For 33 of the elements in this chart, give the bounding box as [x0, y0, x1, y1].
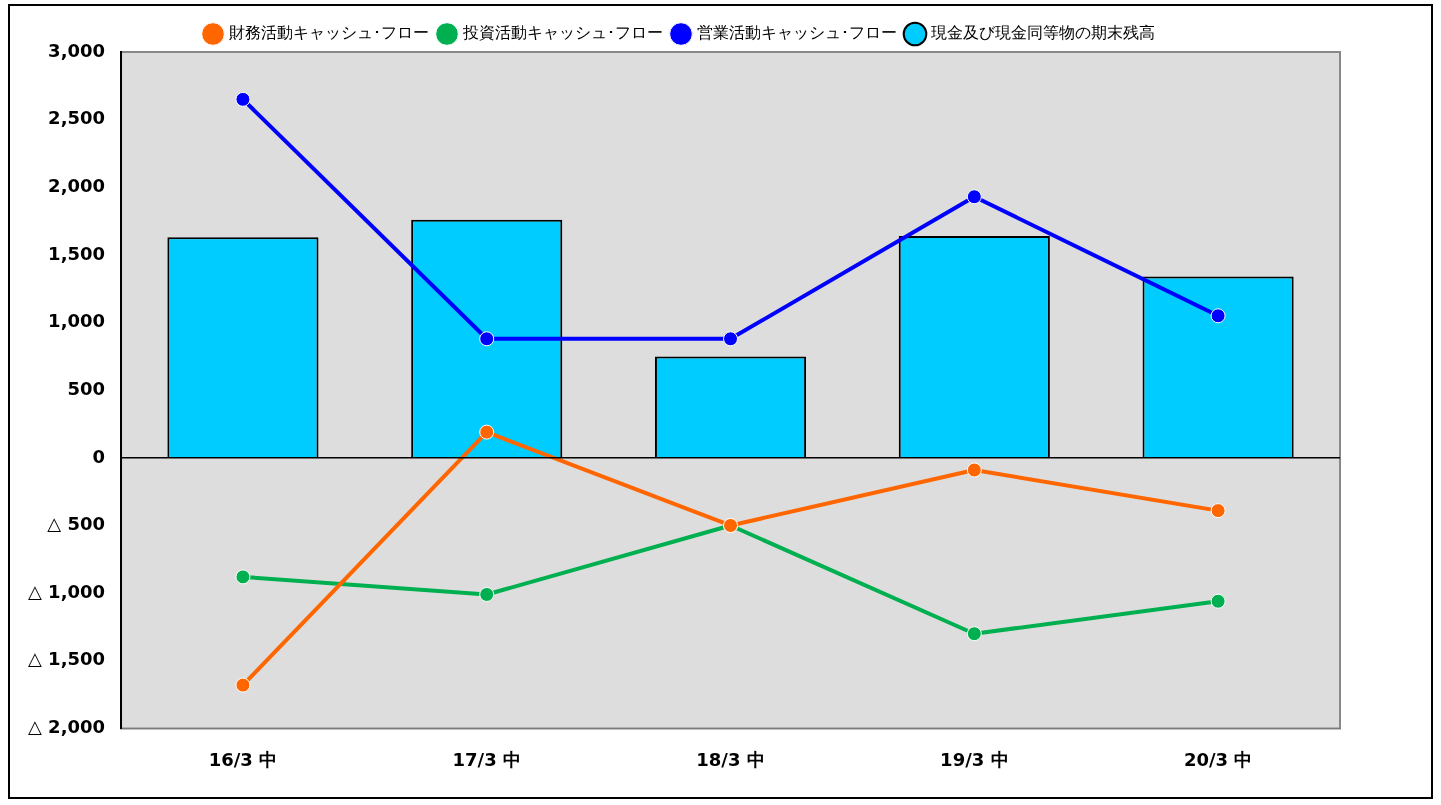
y-tick-label: 3,000	[48, 39, 106, 61]
point	[1210, 593, 1226, 609]
y-tick-label: 1,500	[48, 242, 106, 264]
y-tick-label: △ 1,000	[28, 580, 106, 602]
point	[966, 462, 982, 478]
point	[966, 626, 982, 642]
point	[479, 331, 495, 347]
y-tick-label: 1,000	[48, 310, 106, 332]
y-tick-label: △ 500	[47, 513, 106, 535]
y-tick-label: △ 1,500	[28, 648, 106, 670]
x-tick-label: 19/3 中	[940, 748, 1009, 770]
point	[1210, 308, 1226, 324]
point	[479, 586, 495, 602]
point	[966, 189, 982, 205]
y-tick-label: △ 2,000	[28, 716, 106, 738]
legend-label: 財務活動キャッシュ･フロー	[229, 23, 429, 43]
point	[723, 331, 739, 347]
point	[1210, 503, 1226, 519]
point	[235, 677, 251, 693]
legend-label: 営業活動キャッシュ･フロー	[697, 23, 897, 43]
y-tick-label: 500	[67, 377, 106, 399]
x-tick-label: 16/3 中	[208, 748, 278, 770]
point	[235, 569, 251, 585]
y-tick-label: 2,500	[48, 107, 106, 129]
legend-label: 現金及び現金同等物の期末残高	[931, 23, 1155, 43]
x-tick-label: 20/3 中	[1183, 748, 1253, 770]
point	[235, 91, 251, 107]
x-tick-label: 17/3 中	[452, 748, 521, 770]
y-tick-label: 2,000	[48, 174, 106, 196]
legend-label: 投資活動キャッシュ･フロー	[462, 23, 663, 43]
point	[479, 424, 495, 440]
y-tick-label: 0	[92, 445, 106, 467]
x-tick-label: 18/3 中	[696, 748, 765, 770]
